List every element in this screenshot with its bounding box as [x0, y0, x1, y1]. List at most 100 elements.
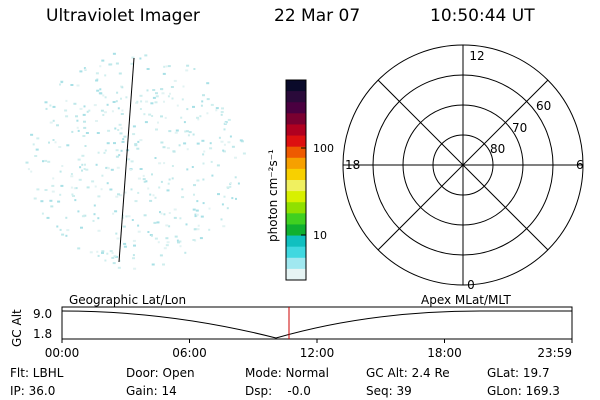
uv-pixel [83, 168, 86, 170]
uv-pixel [163, 213, 166, 216]
uv-pixel [206, 112, 209, 115]
uv-pixel [147, 231, 150, 233]
uv-pixel [121, 216, 124, 219]
colorbar-band [286, 146, 306, 159]
instrument-title: Ultraviolet Imager [46, 6, 200, 26]
uv-pixel [172, 150, 176, 153]
uv-pixel [106, 167, 110, 170]
uv-pixel [70, 84, 74, 86]
uv-pixel [196, 142, 200, 145]
uv-pixel [77, 158, 81, 161]
uv-pixel [223, 143, 226, 146]
uv-pixel [143, 214, 147, 217]
uv-pixel [41, 212, 44, 215]
uv-pixel [70, 173, 73, 175]
uv-pixel [56, 225, 59, 228]
uv-pixel [112, 101, 116, 103]
uv-pixel [79, 70, 83, 73]
uv-pixel [133, 244, 136, 247]
status-seq: Seq: 39 [366, 384, 412, 398]
uv-pixel [174, 131, 178, 134]
uv-pixel [58, 146, 62, 148]
uv-pixel [76, 119, 79, 122]
uv-pixel [139, 139, 143, 142]
uv-pixel [106, 103, 109, 106]
uv-pixel [115, 195, 119, 198]
uv-pixel [95, 79, 99, 82]
uv-pixel [120, 113, 124, 115]
uv-pixel [155, 128, 158, 131]
uv-pixel [52, 177, 55, 180]
uv-pixel [162, 146, 166, 149]
uv-pixel [154, 157, 157, 159]
uv-pixel [78, 178, 82, 181]
uv-pixel [239, 139, 243, 142]
uv-pixel [75, 187, 78, 190]
uv-pixel [209, 147, 213, 150]
uv-pixel [121, 86, 124, 89]
uv-pixel [61, 233, 65, 236]
uv-pixel [130, 62, 134, 65]
uv-pixel [196, 116, 199, 119]
uv-pixel [181, 196, 185, 199]
uv-pixel [100, 109, 104, 112]
uv-pixel [222, 149, 225, 152]
date-label: 22 Mar 07 [274, 6, 361, 26]
colorbar-frame [285, 79, 307, 281]
uv-pixel [27, 168, 30, 171]
uv-pixel [147, 187, 150, 190]
uv-pixel [196, 179, 200, 182]
uv-pixel [220, 218, 223, 221]
uv-pixel [173, 216, 177, 219]
uv-pixel [103, 111, 107, 114]
uv-pixel [242, 152, 246, 155]
uv-pixel [117, 129, 120, 131]
uv-pixel [84, 145, 87, 147]
uv-pixel [117, 193, 120, 196]
uv-pixel [84, 163, 86, 166]
uv-pixel [34, 155, 38, 157]
uv-pixel [73, 102, 77, 105]
uv-pixel [112, 262, 116, 265]
uv-pixel [88, 109, 91, 112]
uv-pixel [106, 252, 109, 255]
uv-pixel [116, 91, 119, 94]
uv-pixel [152, 89, 156, 91]
uv-pixel [114, 210, 118, 213]
uv-pixel [196, 200, 199, 203]
mlt-label-6: 6 [576, 158, 584, 172]
uv-pixel [83, 67, 86, 70]
uv-pixel [132, 257, 135, 260]
uv-pixel [114, 127, 117, 130]
uv-pixel [202, 94, 205, 97]
uv-pixel [211, 174, 214, 177]
uv-pixel [122, 225, 126, 228]
uv-pixel [120, 127, 123, 130]
uv-pixel [161, 92, 165, 95]
uv-pixel [208, 228, 211, 231]
uv-pixel [171, 165, 174, 167]
uv-pixel [70, 175, 74, 178]
uv-pixel [109, 63, 113, 66]
uv-pixel [202, 178, 205, 181]
uv-pixel [97, 151, 100, 154]
timeline-y-tick: 9.0 [33, 307, 52, 321]
orbit-altitude-curve [61, 310, 572, 339]
uv-pixel [66, 229, 70, 232]
uv-pixel [193, 68, 196, 70]
uv-pixel [148, 113, 152, 116]
uv-pixel [185, 223, 188, 226]
mlt-label-18: 18 [345, 158, 360, 172]
uv-pixel [70, 186, 73, 189]
uv-pixel [167, 65, 171, 68]
polar-diagonal [377, 79, 549, 251]
uv-pixel [149, 193, 152, 196]
lat-label-80: 80 [490, 142, 505, 156]
uv-pixel [97, 254, 100, 257]
status-door: Door: Open [126, 366, 195, 380]
uv-pixel [30, 133, 34, 136]
uv-pixel [52, 119, 55, 122]
timeline-x-tick-label: 00:00 [45, 346, 80, 360]
status-dsp: Dsp: -0.0 [245, 384, 311, 398]
uv-pixel [49, 199, 53, 202]
